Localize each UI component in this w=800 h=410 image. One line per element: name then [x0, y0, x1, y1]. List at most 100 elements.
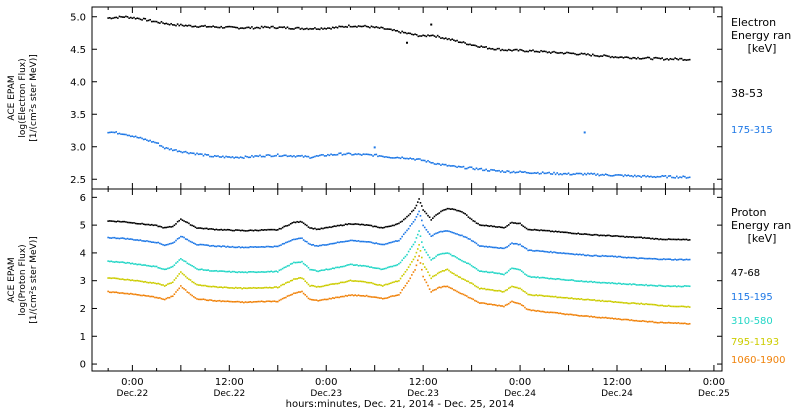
- proton-data-point: [297, 221, 300, 224]
- proton-data-point: [577, 253, 580, 256]
- proton-data-point: [465, 295, 468, 297]
- electron-data-point: [545, 172, 547, 175]
- electron-data-point: [412, 158, 415, 160]
- electron-data-point: [546, 51, 549, 54]
- proton-data-point: [115, 277, 118, 280]
- proton-data-point: [467, 296, 470, 299]
- proton-data-point: [226, 270, 229, 273]
- electron-data-point: [598, 55, 601, 58]
- electron-data-point: [194, 153, 197, 156]
- electron-data-point: [170, 148, 172, 150]
- proton-data-point: [268, 270, 271, 273]
- electron-data-point: [356, 153, 358, 156]
- proton-data-point: [344, 223, 347, 226]
- proton-data-point: [223, 245, 226, 248]
- proton-data-point: [112, 236, 114, 239]
- proton-data-point: [461, 259, 463, 262]
- proton-data-point: [150, 241, 153, 243]
- proton-data-point: [512, 301, 515, 303]
- proton-data-point: [367, 241, 370, 243]
- electron-data-point: [318, 154, 321, 157]
- proton-data-point: [136, 293, 139, 296]
- electron-data-point: [349, 25, 352, 28]
- proton-data-point: [545, 277, 547, 279]
- proton-data-point: [554, 251, 557, 254]
- proton-data-point: [251, 301, 253, 304]
- proton-data-point: [516, 222, 518, 225]
- proton-data-point: [289, 294, 292, 296]
- proton-data-point: [314, 227, 316, 230]
- electron-data-point: [228, 25, 231, 28]
- proton-data-point: [344, 265, 347, 267]
- electron-data-point: [648, 56, 651, 59]
- electron-data-point: [415, 33, 418, 36]
- proton-data-point: [590, 255, 592, 257]
- proton-data-point: [230, 271, 232, 273]
- proton-data-point: [418, 255, 420, 257]
- proton-data-point: [440, 230, 442, 233]
- proton-data-point: [118, 220, 121, 223]
- proton-data-point: [348, 280, 350, 282]
- proton-data-point: [264, 246, 266, 248]
- electron-y-tick-label: 3.5: [70, 110, 86, 121]
- proton-data-point: [503, 290, 505, 293]
- proton-data-point: [160, 243, 163, 245]
- proton-data-point: [189, 279, 192, 281]
- electron-data-point: [338, 152, 340, 155]
- proton-data-point: [674, 305, 676, 308]
- electron-data-point: [572, 52, 575, 55]
- x-tick-label-date: Dec.24: [601, 389, 633, 399]
- electron-data-point: [312, 28, 315, 30]
- proton-data-point: [352, 280, 355, 282]
- proton-data-point: [352, 223, 355, 226]
- proton-data-point: [572, 253, 575, 256]
- proton-data-point: [210, 270, 213, 272]
- electron-data-point: [110, 131, 113, 133]
- electron-data-point: [617, 56, 620, 59]
- electron-data-point: [307, 28, 310, 31]
- electron-data-point: [459, 166, 462, 168]
- proton-data-point: [488, 303, 491, 305]
- proton-data-point: [453, 232, 455, 234]
- proton-data-point: [632, 256, 634, 259]
- electron-data-point: [654, 176, 657, 179]
- proton-data-point: [330, 226, 332, 229]
- proton-data-point: [514, 222, 517, 224]
- proton-data-point: [640, 257, 643, 259]
- proton-data-point: [243, 246, 245, 249]
- proton-data-point: [433, 274, 436, 277]
- proton-data-point: [138, 294, 140, 296]
- proton-data-point: [348, 294, 350, 297]
- electron-data-point: [139, 18, 142, 21]
- proton-data-point: [107, 260, 109, 262]
- electron-data-point: [556, 52, 559, 54]
- proton-data-point: [411, 245, 413, 248]
- proton-data-point: [587, 298, 589, 301]
- proton-data-point: [409, 213, 412, 215]
- proton-data-point: [501, 247, 504, 250]
- proton-data-point: [278, 299, 281, 302]
- proton-data-point: [490, 271, 492, 274]
- electron-data-point: [154, 141, 156, 144]
- proton-data-point: [601, 281, 604, 284]
- proton-data-point: [419, 235, 422, 237]
- proton-data-point: [399, 291, 402, 294]
- electron-data-point: [236, 156, 239, 159]
- proton-data-point: [123, 292, 126, 295]
- proton-data-point: [136, 239, 139, 241]
- proton-data-point: [162, 298, 164, 300]
- proton-data-point: [506, 288, 508, 291]
- proton-data-point: [506, 303, 508, 306]
- electron-data-point: [477, 168, 479, 171]
- proton-data-point: [273, 300, 276, 302]
- electron-data-point: [406, 32, 408, 35]
- proton-data-point: [642, 319, 644, 322]
- proton-data-point: [296, 278, 298, 280]
- proton-data-point: [672, 305, 675, 308]
- proton-data-point: [181, 235, 184, 238]
- proton-data-point: [414, 241, 416, 243]
- proton-data-point: [320, 269, 323, 272]
- electron-data-point: [595, 55, 597, 57]
- electron-data-point: [207, 25, 210, 28]
- electron-outlier-point: [373, 146, 376, 149]
